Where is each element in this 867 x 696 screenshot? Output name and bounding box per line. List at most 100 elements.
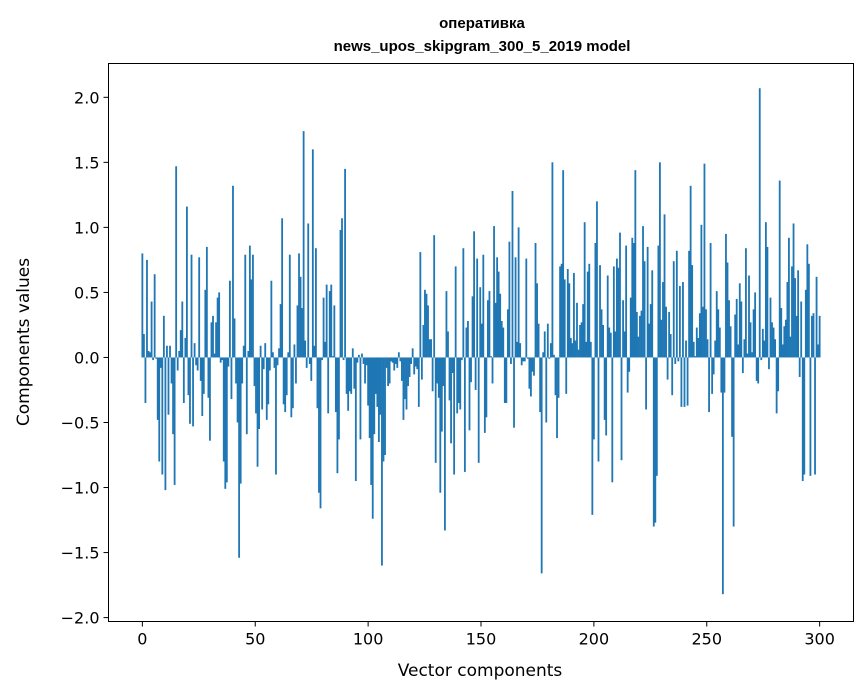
bar-162 xyxy=(390,357,393,362)
bar-68 xyxy=(245,357,248,435)
bar-437 xyxy=(812,313,815,358)
bar-300 xyxy=(602,324,604,358)
bar-204 xyxy=(454,266,457,358)
bar-231 xyxy=(496,257,499,358)
bar-385 xyxy=(732,357,735,527)
bar-182 xyxy=(420,357,423,380)
bar-203 xyxy=(453,357,456,475)
bar-191 xyxy=(434,357,437,463)
bar-83 xyxy=(268,357,271,371)
bar-275 xyxy=(563,279,566,358)
bar-258 xyxy=(537,323,540,358)
bar-335 xyxy=(655,357,658,476)
bar-61 xyxy=(235,357,237,384)
bar-369 xyxy=(708,357,710,413)
y-tick-label-7: 1.5 xyxy=(74,153,99,172)
bar-233 xyxy=(499,293,502,358)
bar-223 xyxy=(483,357,486,433)
bar-423 xyxy=(791,266,793,358)
bar-396 xyxy=(749,322,752,358)
bar-176 xyxy=(411,348,414,358)
bar-89 xyxy=(278,348,280,358)
bar-336 xyxy=(657,245,660,358)
bar-333 xyxy=(652,357,655,527)
bar-172 xyxy=(405,357,408,410)
bar-194 xyxy=(439,357,442,493)
bar-128 xyxy=(338,357,340,440)
bar-178 xyxy=(414,357,417,367)
bar-433 xyxy=(806,244,809,358)
bar-234 xyxy=(500,321,503,358)
bar-144 xyxy=(362,357,365,364)
bar-72 xyxy=(252,254,254,358)
bar-405 xyxy=(763,340,766,358)
bar-252 xyxy=(528,357,531,389)
bar-278 xyxy=(568,283,571,358)
bar-372 xyxy=(712,357,715,375)
bar-281 xyxy=(573,272,575,358)
bar-146 xyxy=(365,357,368,366)
bar-331 xyxy=(649,304,652,358)
bar-404 xyxy=(761,328,764,358)
bar-317 xyxy=(628,357,631,372)
bar-121 xyxy=(327,357,330,414)
bar-129 xyxy=(339,229,342,358)
bar-272 xyxy=(559,266,561,358)
y-axis-label: Components values xyxy=(14,258,34,426)
bar-80 xyxy=(264,343,267,358)
bar-398 xyxy=(752,309,755,358)
bar-32 xyxy=(190,254,193,358)
bar-419 xyxy=(784,319,787,358)
bar-23 xyxy=(176,357,179,371)
bar-155 xyxy=(379,357,382,415)
x-tick-label-250: 250 xyxy=(691,630,722,649)
bar-421 xyxy=(788,237,790,358)
bar-12 xyxy=(159,357,162,368)
bar-20 xyxy=(172,357,174,435)
bar-132 xyxy=(344,168,346,358)
bar-168 xyxy=(399,357,402,362)
bar-208 xyxy=(460,357,463,361)
bar-102 xyxy=(298,253,300,358)
y-tick-label-5: 0.5 xyxy=(74,283,99,302)
bar-245 xyxy=(517,227,520,358)
bar-198 xyxy=(445,291,448,358)
bar-53 xyxy=(222,357,225,462)
bar-108 xyxy=(307,223,310,358)
bar-243 xyxy=(514,257,517,358)
bar-380 xyxy=(725,233,727,358)
bar-139 xyxy=(354,357,357,482)
bar-114 xyxy=(316,357,319,409)
bar-117 xyxy=(321,357,323,361)
bar-383 xyxy=(729,326,732,358)
bar-320 xyxy=(632,243,635,358)
x-tick-label-100: 100 xyxy=(353,630,384,649)
bar-356 xyxy=(688,250,690,358)
bar-51 xyxy=(219,357,222,363)
bar-143 xyxy=(361,353,363,358)
bar-212 xyxy=(467,321,469,358)
bar-85 xyxy=(272,352,274,358)
bar-280 xyxy=(571,343,574,358)
bar-95 xyxy=(287,352,290,358)
x-tick-label-200: 200 xyxy=(579,630,610,649)
bar-110 xyxy=(310,357,313,381)
bar-111 xyxy=(311,149,314,358)
bar-313 xyxy=(622,300,624,358)
bar-349 xyxy=(677,357,680,362)
bar-157 xyxy=(382,357,385,462)
bar-218 xyxy=(476,258,479,358)
bar-347 xyxy=(674,357,677,364)
bar-28 xyxy=(184,337,187,358)
bar-2 xyxy=(144,357,147,403)
bar-88 xyxy=(276,357,279,366)
bar-296 xyxy=(596,201,598,358)
bar-362 xyxy=(697,337,700,358)
bar-414 xyxy=(777,357,780,392)
bar-285 xyxy=(579,324,581,358)
x-axis-label: Vector components xyxy=(398,661,563,681)
bar-291 xyxy=(588,263,591,358)
bar-71 xyxy=(250,279,253,358)
y-tick-label-0: −2.0 xyxy=(61,609,100,628)
bar-406 xyxy=(764,222,767,358)
